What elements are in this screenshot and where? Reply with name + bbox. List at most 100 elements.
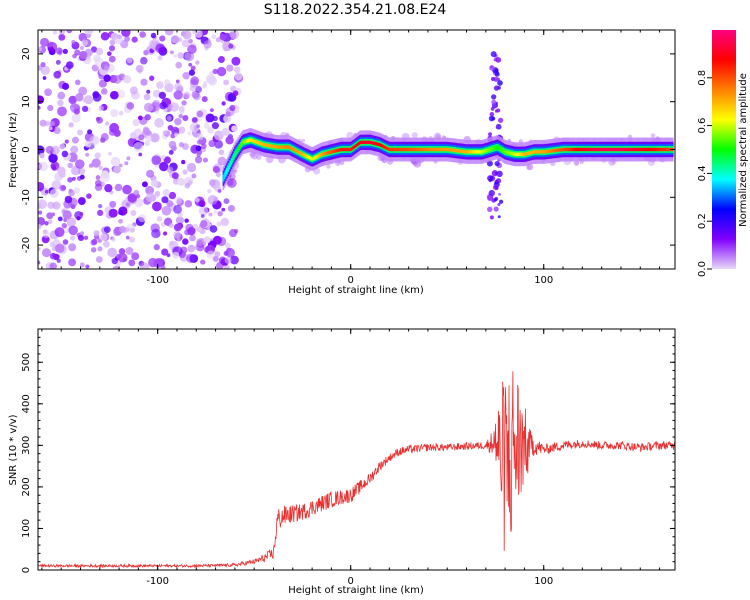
noise-blob: [172, 251, 180, 259]
noise-blob: [188, 69, 196, 76]
noise-blob: [40, 62, 46, 68]
ridge-cell: [367, 140, 369, 145]
noise-blob: [61, 222, 67, 229]
noise-blob: [200, 214, 205, 218]
ridge-cell: [517, 152, 520, 156]
noise-blob: [52, 201, 61, 210]
ridge-cell: [632, 147, 635, 152]
ridge-cell: [588, 147, 591, 152]
noise-blob: [152, 89, 161, 98]
streak-blob: [494, 161, 500, 167]
ridge-cell: [420, 147, 423, 152]
ridge-cell: [488, 147, 491, 152]
noise-blob: [91, 238, 98, 246]
ridge-cell: [405, 147, 408, 152]
ridge-cell: [551, 149, 554, 153]
noise-blob: [140, 56, 148, 65]
noise-blob: [145, 135, 152, 143]
ridge-cell: [326, 151, 329, 155]
ridge-cell: [581, 147, 584, 152]
noise-blob: [223, 79, 229, 86]
noise-blob: [38, 181, 45, 192]
noise-blob: [141, 181, 148, 188]
ridge-cell: [406, 147, 409, 152]
noise-blob: [145, 192, 156, 203]
ridge-cell: [337, 148, 339, 152]
ridge-cell: [451, 148, 454, 152]
streak-blob: [493, 206, 499, 212]
ridge-cell: [309, 156, 312, 160]
y-tick-label: -10: [21, 189, 32, 205]
noise-blob: [159, 161, 169, 172]
ridge-cell: [637, 147, 639, 152]
noise-blob: [94, 183, 103, 191]
y-tick-label: 100: [21, 519, 32, 538]
noise-blob: [173, 223, 182, 232]
noise-blob: [77, 234, 85, 241]
noise-blob: [118, 248, 126, 255]
noise-blob: [48, 126, 53, 131]
ridge-cell: [527, 151, 529, 156]
ridge-cell: [666, 147, 668, 152]
noise-blob: [108, 208, 118, 218]
ridge-cell: [392, 147, 395, 152]
noise-blob: [107, 51, 112, 56]
ridge-cell: [241, 141, 243, 146]
noise-blob: [38, 65, 43, 71]
noise-blob: [212, 165, 220, 174]
ridge-cell: [347, 147, 350, 152]
noise-blob: [133, 189, 140, 197]
noise-blob: [70, 145, 79, 154]
noise-blob: [122, 75, 132, 84]
ridge-cell: [294, 148, 297, 153]
ridge-cell: [469, 150, 471, 154]
noise-blob: [195, 60, 200, 65]
ridge-cell: [383, 145, 386, 149]
ridge-cell: [238, 145, 241, 149]
noise-blob: [211, 122, 219, 130]
ridge-cell: [663, 147, 666, 152]
ridge-cell: [662, 147, 665, 152]
ridge-cell: [250, 138, 253, 142]
haze-blob: [411, 132, 418, 139]
noise-blob: [194, 156, 203, 164]
ridge-cell: [275, 145, 278, 149]
ridge-cell: [490, 147, 492, 151]
ridge-cell: [434, 147, 437, 152]
ridge-cell: [228, 164, 230, 168]
noise-blob: [152, 201, 162, 212]
ridge-cell: [516, 152, 519, 156]
ridge-cell: [286, 145, 288, 149]
noise-blob: [223, 251, 229, 256]
noise-blob: [168, 223, 174, 228]
ridge-cell: [293, 148, 295, 152]
noise-blob: [216, 66, 227, 77]
noise-blob: [217, 156, 227, 166]
ridge-cell: [368, 140, 371, 145]
noise-blob: [221, 207, 226, 212]
ridge-cell: [280, 145, 283, 149]
x-tick-label: 0: [348, 275, 354, 286]
noise-blob: [113, 129, 121, 137]
ridge-cell: [533, 150, 535, 154]
noise-blob: [154, 118, 164, 128]
ridge-cell: [305, 154, 308, 159]
ridge-cell: [574, 147, 577, 152]
ridge-cell: [491, 147, 493, 151]
noise-blob: [38, 210, 43, 215]
streak-blob: [491, 99, 497, 105]
ridge-cell: [377, 142, 380, 147]
noise-blob: [201, 96, 208, 103]
noise-blob: [38, 105, 41, 110]
noise-blob: [208, 179, 216, 187]
ridge-cell: [257, 140, 259, 145]
noise-blob: [226, 247, 232, 253]
streak-blob: [491, 116, 496, 121]
noise-blob: [133, 141, 144, 152]
ridge-cell: [374, 141, 376, 146]
noise-blob: [220, 217, 230, 227]
streak-blob: [486, 160, 493, 167]
ridge-cell: [507, 150, 510, 155]
noise-blob: [182, 238, 189, 245]
ridge-cell: [336, 148, 338, 153]
